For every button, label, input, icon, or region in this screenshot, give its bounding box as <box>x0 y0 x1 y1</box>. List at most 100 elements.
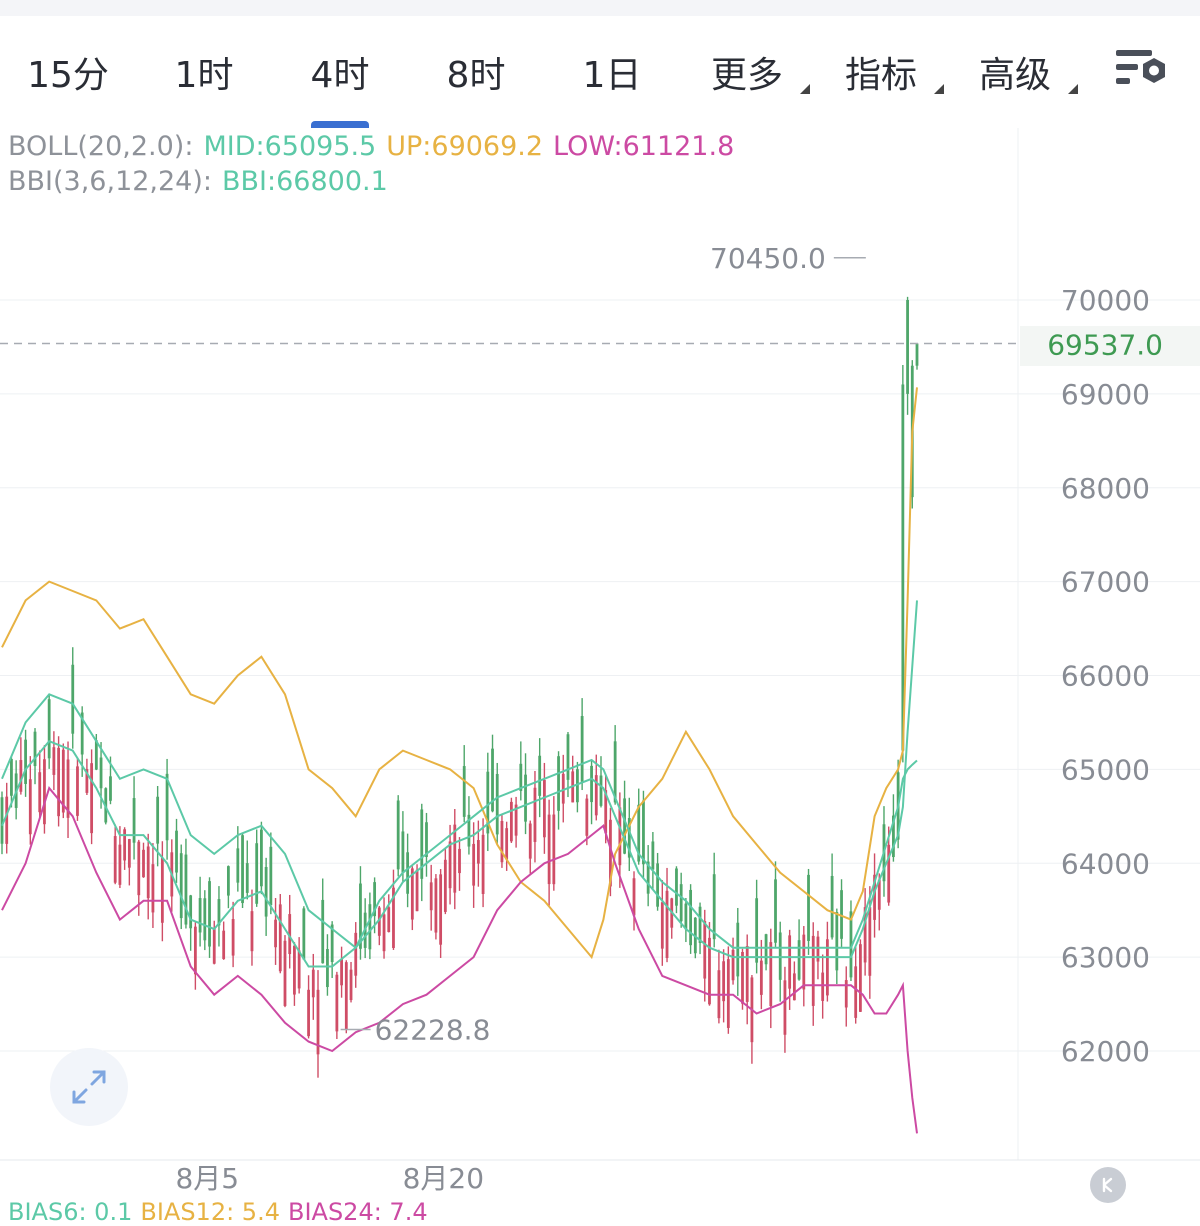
candle-body <box>901 384 905 751</box>
candle-body <box>547 814 551 885</box>
candle-body <box>585 798 589 836</box>
candle-body <box>863 907 867 963</box>
candle-body <box>519 763 523 791</box>
candle-body <box>825 939 829 996</box>
candle-body <box>359 883 362 949</box>
candle-body <box>439 874 443 945</box>
tab-1day[interactable]: 1日 <box>544 16 680 128</box>
tab-advanced[interactable]: 高级 <box>948 16 1082 128</box>
candle-body <box>274 919 277 948</box>
candle-body <box>467 814 471 847</box>
candle-body <box>604 790 608 834</box>
bbi-params: BBI(3,6,12,24): <box>8 166 212 197</box>
current-price-tag-bg <box>1020 326 1200 366</box>
active-tab-indicator <box>311 121 369 128</box>
boll-upper-line <box>1 387 918 960</box>
candle-body <box>278 904 282 972</box>
tab-more[interactable]: 更多 <box>680 16 814 128</box>
candle-body <box>481 834 485 894</box>
candle-body <box>462 766 466 817</box>
tab-1hour[interactable]: 1时 <box>136 16 272 128</box>
candle-body <box>226 866 230 896</box>
candle-body <box>566 734 570 780</box>
y-axis-tick-label: 69000 <box>1061 378 1150 411</box>
candle-body <box>5 796 9 844</box>
candle-body <box>830 875 834 938</box>
candle-body <box>255 843 259 904</box>
candle-body <box>340 959 343 986</box>
candle-body <box>613 741 617 803</box>
candle-body <box>675 868 678 906</box>
candle-body <box>703 921 707 979</box>
candle-body <box>99 757 103 789</box>
candle-body <box>184 854 188 925</box>
candle-body <box>311 969 315 998</box>
candle-body <box>123 829 127 861</box>
candle-body <box>90 763 94 834</box>
candlestick-chart[interactable]: 70000 69000 68000 67000 66000 65000 64000 63000… <box>0 128 1200 1198</box>
candle-body <box>632 878 636 916</box>
candle-body <box>868 907 872 976</box>
tab-4hour[interactable]: 4时 <box>272 16 408 128</box>
dropdown-arrow-icon <box>800 84 810 94</box>
chart-settings-button[interactable] <box>1108 42 1172 104</box>
candle-body <box>349 969 353 1001</box>
chart-settings-icon <box>1116 50 1165 84</box>
candle-body <box>377 907 381 936</box>
tab-15min[interactable]: 15分 <box>0 16 136 128</box>
bias-indicator-legend: BIAS6: 0.1 BIAS12: 5.4 BIAS24: 7.4 <box>8 1200 436 1224</box>
candle-body <box>425 822 428 857</box>
candle-body <box>28 779 32 835</box>
boll-lower-line <box>1 786 918 1134</box>
candle-body <box>576 769 579 803</box>
candle-body <box>71 664 75 734</box>
expand-chart-button[interactable] <box>50 1048 128 1126</box>
candle-body <box>505 828 509 860</box>
tab-label: 8时 <box>446 55 506 96</box>
candle-body <box>19 760 23 792</box>
candle-body <box>269 846 273 906</box>
candle-body <box>24 739 27 784</box>
axis-labels: 70000 69000 68000 67000 66000 65000 64000 63000… <box>175 242 1163 1195</box>
boll-low-value: LOW:61121.8 <box>553 131 735 162</box>
candle-body <box>873 874 876 920</box>
candle-body <box>175 830 178 873</box>
candle-body <box>660 902 664 949</box>
k-logo-button[interactable] <box>1090 1167 1126 1203</box>
candle-body <box>410 868 414 920</box>
candle-body <box>118 844 122 885</box>
candle-body <box>189 895 193 929</box>
candle-body <box>642 800 645 865</box>
candle-body <box>382 914 386 952</box>
candle-body <box>726 959 730 1028</box>
candle-body <box>208 881 211 947</box>
tab-label: 4时 <box>310 55 370 96</box>
low-marker-label: 62228.8 <box>375 1014 491 1047</box>
candle-body <box>260 829 263 887</box>
tab-indicators[interactable]: 指标 <box>814 16 948 128</box>
candle-body <box>698 906 702 943</box>
candle-body <box>443 859 447 912</box>
candle-body <box>524 774 527 822</box>
candle-body <box>859 944 862 1012</box>
candle-body <box>217 899 221 926</box>
candle-body <box>57 747 60 817</box>
candle-body <box>476 840 480 864</box>
candle-body <box>802 934 806 990</box>
candle-body <box>222 930 226 960</box>
candle-body <box>354 932 358 976</box>
candle-body <box>528 823 532 859</box>
candle-body <box>420 809 424 879</box>
boll-legend: BOLL(20,2.0): MID:65095.5 UP:69069.2 LOW:61… <box>8 130 744 164</box>
candle-body <box>844 980 848 1008</box>
candle-body <box>906 300 909 394</box>
candle-body <box>533 787 537 842</box>
candle-body <box>491 748 494 812</box>
candle-body <box>66 759 70 818</box>
candle-body <box>434 878 438 933</box>
candles-layer <box>0 296 919 1078</box>
candle-body <box>165 773 169 841</box>
tab-8hour[interactable]: 8时 <box>408 16 544 128</box>
candle-body <box>679 884 683 922</box>
candle-body <box>297 950 301 989</box>
